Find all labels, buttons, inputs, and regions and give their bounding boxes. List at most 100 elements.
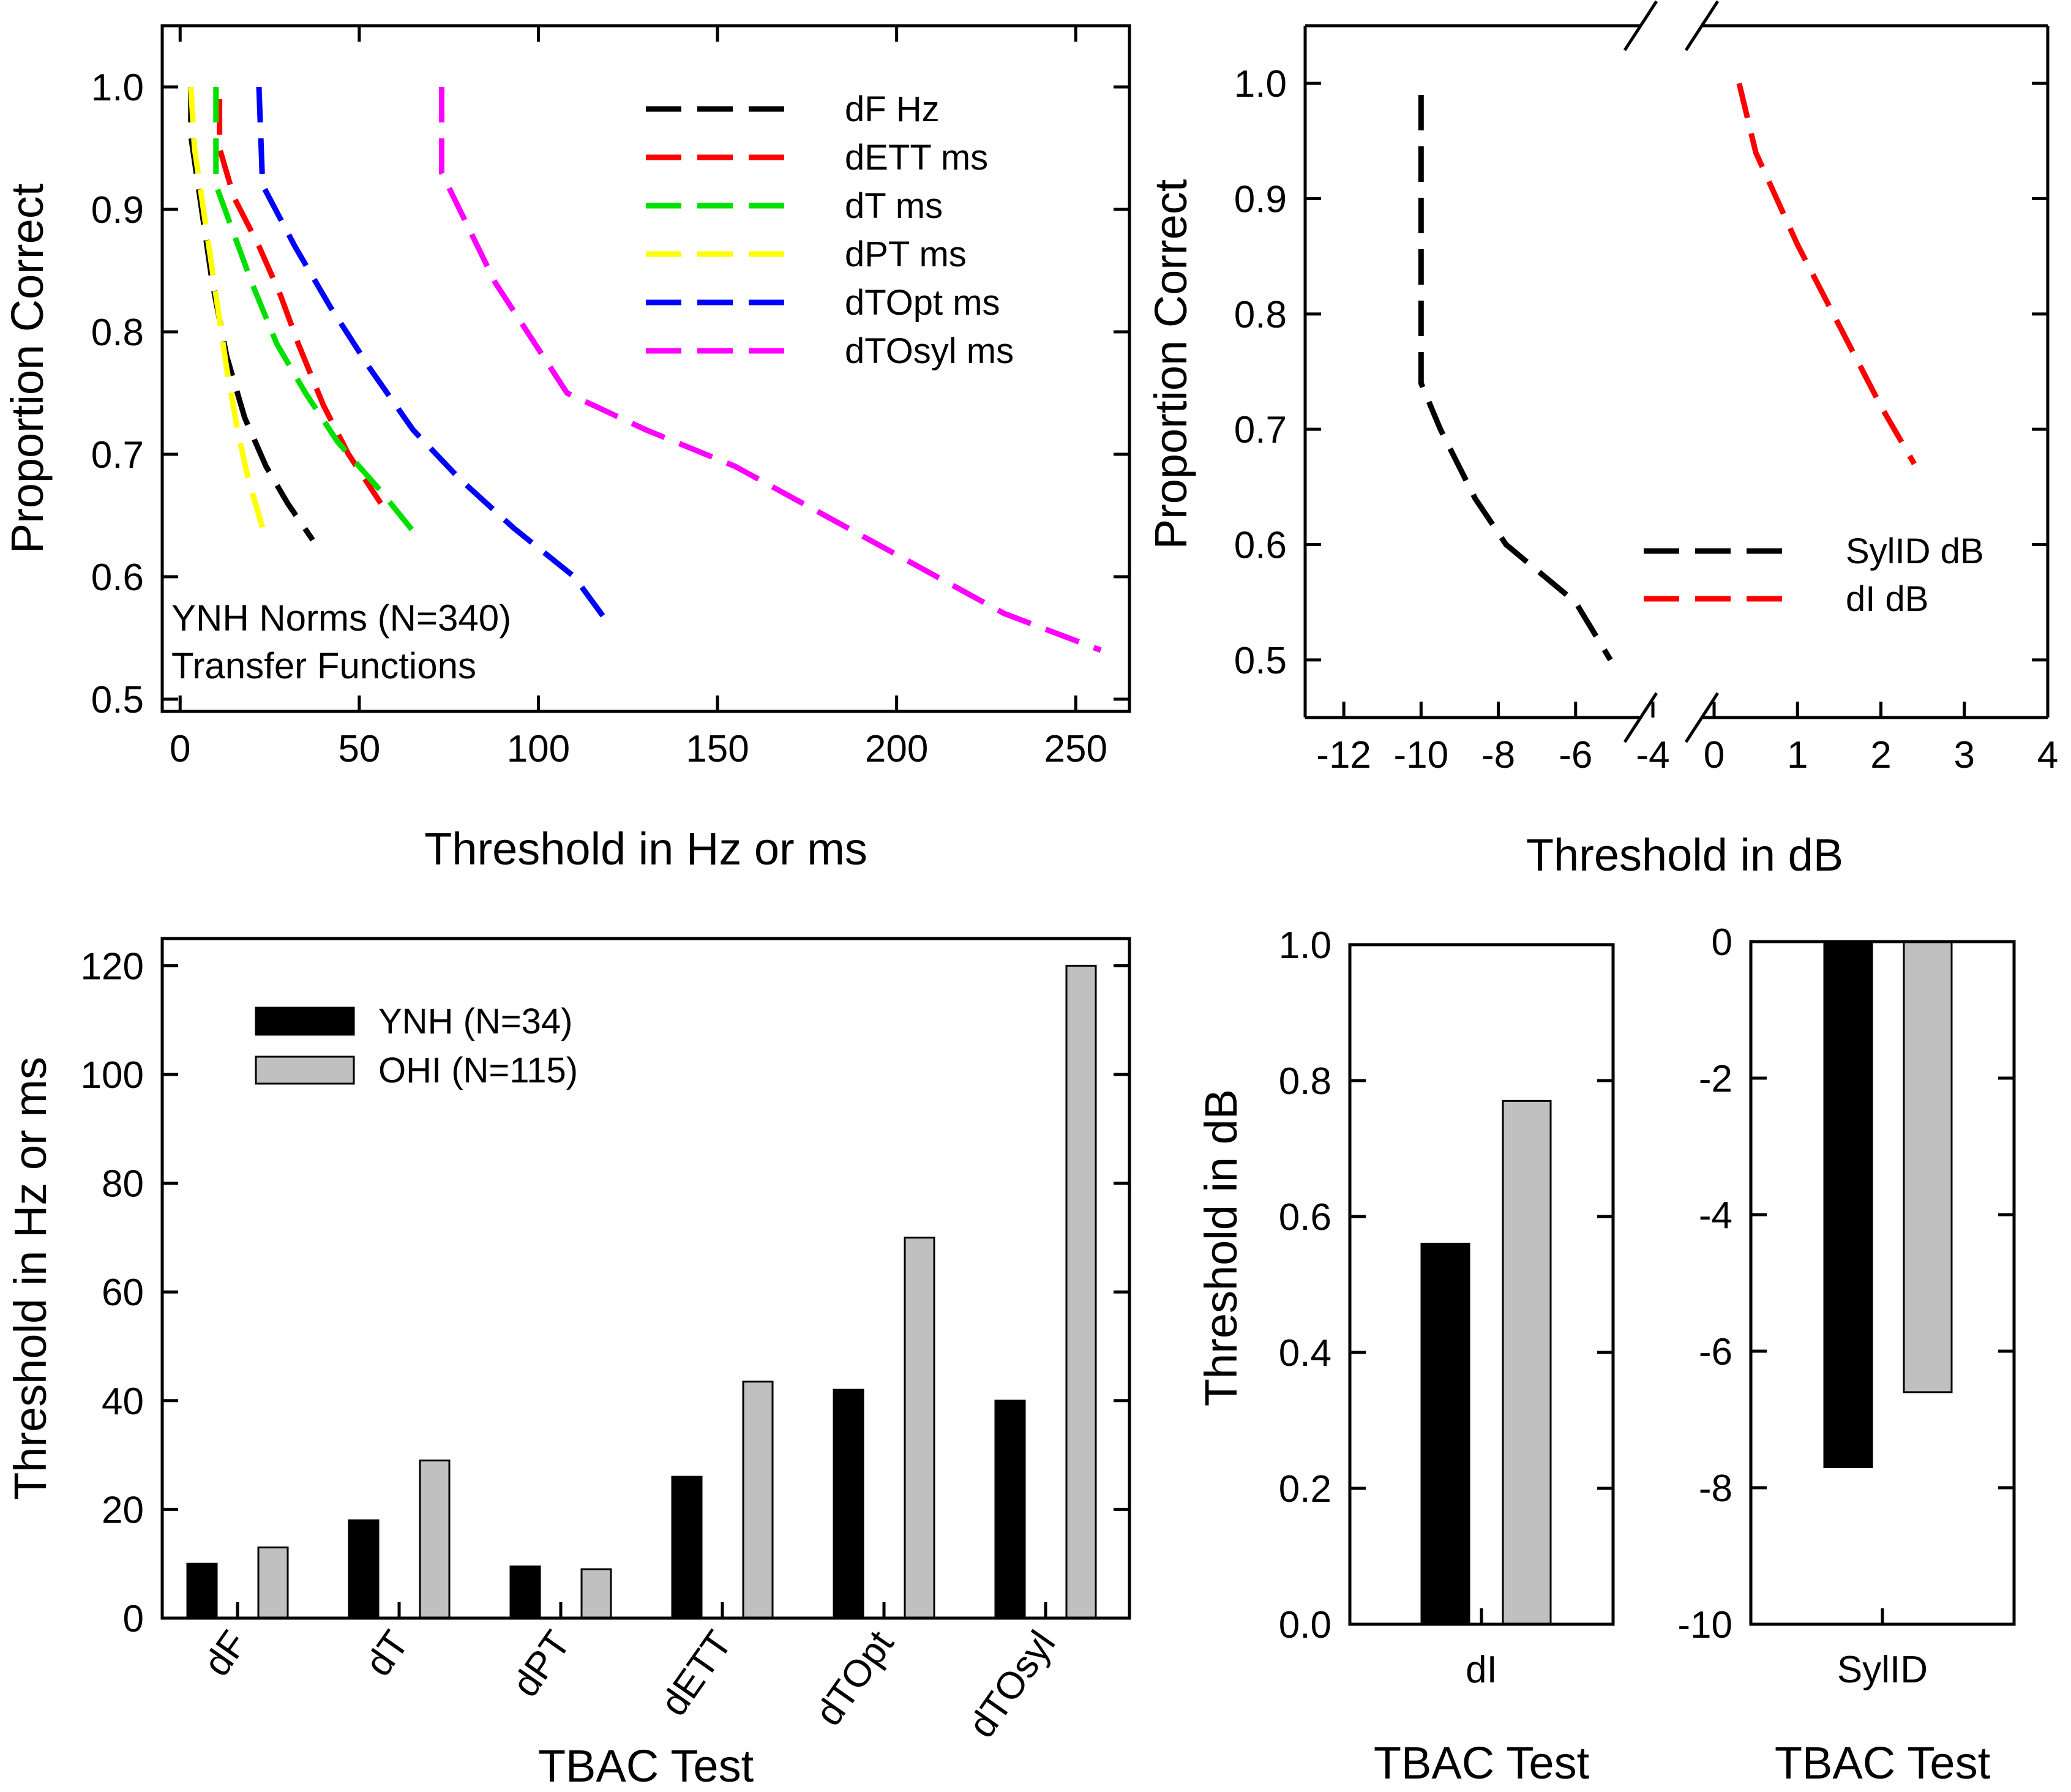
tl-series-line-4 <box>256 86 613 628</box>
br-y-tick-label: -2 <box>1699 1058 1732 1100</box>
br-y-tick-label: -4 <box>1699 1194 1732 1237</box>
bm-y-tick-label: 0.2 <box>1279 1468 1331 1510</box>
bl-x-tick-label: dTOpt <box>807 1623 902 1733</box>
tl-x-tick-label: 150 <box>686 728 749 770</box>
bl-bar-dTOpt-ynh <box>833 1389 864 1619</box>
panel-bottom-right: SylID -10 -8 -6 -4 -2 0 TBAC Test <box>1677 921 2016 1788</box>
tr-x-tick-label: -8 <box>1481 734 1515 776</box>
bm-y-tick-label: 0.0 <box>1279 1604 1331 1646</box>
tl-x-tick-label: 50 <box>338 728 380 770</box>
bl-legend-label: YNH (N=34) <box>378 1002 572 1041</box>
bl-bar-dTOsyl-ynh <box>994 1400 1026 1619</box>
tl-y-tick-label: 0.9 <box>91 189 144 231</box>
tr-y-tick-label: 1.0 <box>1234 63 1287 105</box>
bl-x-tick-label: dPT <box>504 1623 579 1704</box>
tl-y-tick-label: 0.7 <box>91 434 144 476</box>
bl-y-tick-label: 100 <box>81 1054 144 1097</box>
br-y-tick-label: -8 <box>1699 1468 1732 1510</box>
tr-axis-break-mark <box>1623 0 1658 51</box>
tl-x-tick-label: 200 <box>865 728 928 770</box>
tl-annotation-1: YNH Norms (N=340) <box>171 598 511 639</box>
bl-bar-dF-ynh <box>186 1562 218 1619</box>
tl-legend-label: dTOsyl ms <box>845 331 1014 371</box>
tr-y-tick-label: 0.8 <box>1234 294 1287 336</box>
tr-axis-break-mark <box>1623 692 1658 743</box>
tr-x-tick-label: -10 <box>1394 734 1449 776</box>
tl-y-tick-label: 1.0 <box>91 67 144 109</box>
tl-x-tick-label: 0 <box>170 728 190 770</box>
br-y-tick-label: -6 <box>1699 1331 1732 1373</box>
tl-series-line-1 <box>217 99 383 505</box>
tr-y-axis-label: Proportion Correct <box>1145 179 1196 549</box>
tr-legend-label: SylID dB <box>1846 531 1984 571</box>
bl-legend-swatch <box>255 1007 355 1036</box>
tl-legend-label: dPT ms <box>845 234 967 274</box>
bm-y-axis-label: Threshold in dB <box>1196 1089 1246 1406</box>
tl-frame <box>160 24 1131 713</box>
tr-legend-label: dI dB <box>1846 579 1928 619</box>
tr-series-line-0 <box>1418 95 1613 662</box>
tl-annotation-2: Transfer Functions <box>171 645 476 686</box>
bm-x-tick-label: dI <box>1466 1649 1497 1691</box>
tr-x-tick-label: 0 <box>1704 734 1725 776</box>
bl-bar-dPT-ynh <box>509 1565 541 1619</box>
tl-legend-label: dT ms <box>845 186 943 226</box>
bl-x-tick-label: dTOsyl <box>961 1623 1064 1745</box>
bm-frame <box>1348 943 1615 1626</box>
tr-x-tick-label: 1 <box>1787 734 1808 776</box>
br-x-axis-label: TBAC Test <box>1775 1738 1991 1788</box>
bl-bar-dF-ohi <box>257 1546 289 1619</box>
tr-y-tick-label: 0.9 <box>1234 179 1287 221</box>
tr-y-tick-label: 0.6 <box>1234 525 1287 567</box>
bl-y-tick-label: 80 <box>102 1163 144 1205</box>
bl-y-tick-label: 120 <box>81 945 144 988</box>
tr-x-tick-label: 2 <box>1870 734 1891 776</box>
bl-bar-dTOpt-ohi <box>904 1236 935 1619</box>
tr-x-tick-label: -12 <box>1316 734 1371 776</box>
tl-series-line-0 <box>188 87 315 542</box>
bm-y-tick-label: 0.6 <box>1279 1196 1331 1239</box>
bl-x-tick-label: dETT <box>653 1623 740 1723</box>
tl-series-line-5 <box>438 87 1102 653</box>
bm-y-tick-label: 0.4 <box>1279 1332 1331 1374</box>
bl-bar-dETT-ynh <box>671 1475 703 1619</box>
panel-top-left: 0 50 100 150 200 250 0.5 0.6 0.7 0.8 0.9 1.0 dF Hz d… <box>2 24 1131 874</box>
tr-y-tick-label: 0.7 <box>1234 409 1287 451</box>
tl-series-line-3 <box>188 86 266 529</box>
bl-legend-label: OHI (N=115) <box>378 1051 578 1090</box>
bl-legend-swatch <box>255 1055 355 1085</box>
bl-x-tick-label: dF <box>195 1623 255 1684</box>
bl-y-tick-label: 20 <box>102 1489 144 1531</box>
tr-series-line-1 <box>1736 83 1917 465</box>
bm-y-tick-label: 1.0 <box>1279 924 1331 967</box>
bl-x-tick-label: dT <box>357 1623 417 1684</box>
bl-y-tick-label: 60 <box>102 1272 144 1314</box>
bl-bar-dETT-ohi <box>742 1381 774 1619</box>
tl-y-tick-label: 0.6 <box>91 557 144 599</box>
tl-y-tick-label: 0.8 <box>91 312 144 354</box>
bm-bar-ynh <box>1420 1242 1470 1625</box>
tr-x-tick-label: 3 <box>1954 734 1975 776</box>
br-frame <box>1749 940 2016 1626</box>
bm-x-axis-label: TBAC Test <box>1374 1738 1590 1788</box>
bl-bar-dPT-ohi <box>580 1568 612 1619</box>
br-bar-ohi <box>1903 940 1953 1393</box>
bl-y-tick-label: 40 <box>102 1381 144 1423</box>
br-y-tick-label: 0 <box>1712 921 1732 964</box>
tr-y-tick-label: 0.5 <box>1234 640 1287 682</box>
br-y-tick-label: -10 <box>1677 1604 1732 1646</box>
bl-bar-dTOsyl-ohi <box>1065 964 1097 1619</box>
tl-x-axis-label: Threshold in Hz or ms <box>424 823 867 874</box>
tr-x-axis-label: Threshold in dB <box>1526 830 1843 880</box>
br-bar-ynh <box>1823 940 1873 1469</box>
bl-x-axis-label: TBAC Test <box>538 1741 754 1791</box>
panel-top-right: -12 -10 -8 -6 -4 0 1 2 3 4 0.5 0.6 0.7 0.8 0.9 1.0 SylI… <box>1145 0 2058 880</box>
br-x-tick-label: SylID <box>1837 1649 1928 1691</box>
tl-legend-label: dETT ms <box>845 138 988 178</box>
tr-x-tick-label: 4 <box>2037 734 2058 776</box>
bl-bar-dT-ohi <box>419 1459 451 1619</box>
tr-x-tick-label: -6 <box>1559 734 1592 776</box>
bm-bar-ohi <box>1502 1100 1552 1625</box>
tr-axis-break-mark <box>1684 692 1720 743</box>
panel-bottom-left: dF dT dPT dETT dTOpt dTOsyl 0 20 40 60 80 100 120 YN… <box>5 937 1131 1791</box>
